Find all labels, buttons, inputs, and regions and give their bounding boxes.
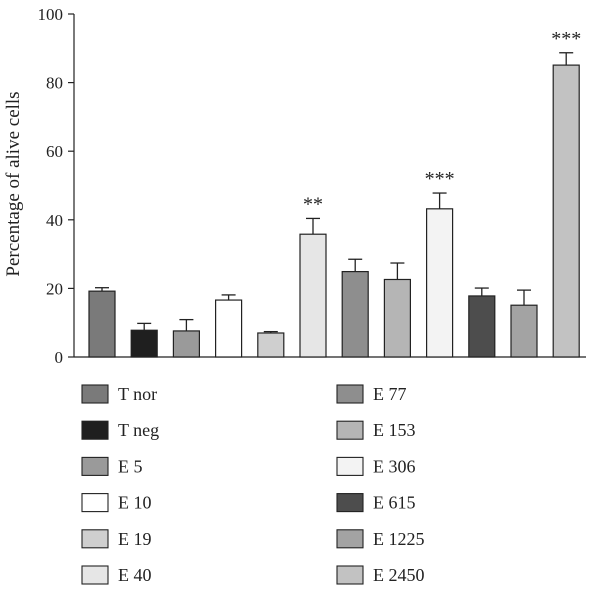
legend-item: E 615 (336, 493, 416, 513)
legend-swatch (336, 493, 364, 513)
legend-item: T nor (81, 384, 157, 404)
legend-item: E 19 (81, 529, 152, 549)
legend-label: E 5 (118, 456, 143, 476)
axes: 0 20 40 60 80 100 (38, 5, 586, 367)
legend-swatch (81, 456, 109, 476)
legend-swatch (336, 565, 364, 585)
legend-label: E 10 (118, 493, 152, 513)
legend-swatch (81, 565, 109, 585)
legend-item: E 77 (336, 384, 407, 404)
legend-label: E 615 (373, 493, 416, 513)
significance-marker: *** (551, 28, 581, 50)
legend-item: T neg (81, 420, 159, 440)
legend-swatch (336, 420, 364, 440)
bar-e-5 (172, 330, 200, 358)
bar-e-10 (215, 299, 243, 358)
legend-label: E 77 (373, 384, 407, 404)
bar-e-306 (426, 208, 454, 358)
legend-swatch (336, 529, 364, 549)
legend-swatch (81, 493, 109, 513)
y-tick-label: 100 (38, 5, 64, 24)
legend-label: E 2450 (373, 565, 425, 585)
y-axis-title: Percentage of alive cells (3, 91, 24, 276)
y-tick-label: 20 (46, 279, 63, 298)
bar-e-19 (257, 332, 285, 358)
bar-e-615 (468, 295, 496, 358)
legend-label: E 19 (118, 529, 152, 549)
legend-swatch (336, 456, 364, 476)
significance-marker: *** (425, 168, 455, 190)
legend-label: E 153 (373, 420, 416, 440)
legend-swatch (81, 529, 109, 549)
legend-swatch (336, 384, 364, 404)
bar-e-1225 (510, 304, 538, 358)
bar-e-153 (383, 278, 411, 358)
bar-e-2450 (552, 64, 580, 358)
bar-t-nor (88, 290, 116, 358)
legend-label: E 306 (373, 456, 416, 476)
legend-label: T neg (118, 420, 159, 440)
bar-e-40 (299, 233, 327, 358)
legend-item: E 153 (336, 420, 416, 440)
y-tick-label: 60 (46, 142, 63, 161)
legend-item: E 10 (81, 493, 152, 513)
legend-label: E 1225 (373, 529, 425, 549)
legend-swatch (81, 420, 109, 440)
legend-label: E 40 (118, 565, 152, 585)
legend-item: E 1225 (336, 529, 425, 549)
y-tick-label: 40 (46, 211, 63, 230)
bars: ******** (88, 28, 581, 358)
legend-swatch (81, 384, 109, 404)
significance-marker: ** (303, 193, 323, 215)
legend-item: E 5 (81, 456, 143, 476)
legend: T nor T neg E 5 E 10 E 19 E 40 E 77 E 153 E 306 E… (81, 384, 425, 585)
legend-item: E 40 (81, 565, 152, 585)
y-tick-label: 0 (55, 348, 64, 367)
bar-e-77 (341, 270, 369, 358)
legend-label: T nor (118, 384, 157, 404)
y-tick-label: 80 (46, 74, 63, 93)
legend-item: E 2450 (336, 565, 425, 585)
legend-item: E 306 (336, 456, 416, 476)
bar-t-neg (130, 329, 158, 358)
